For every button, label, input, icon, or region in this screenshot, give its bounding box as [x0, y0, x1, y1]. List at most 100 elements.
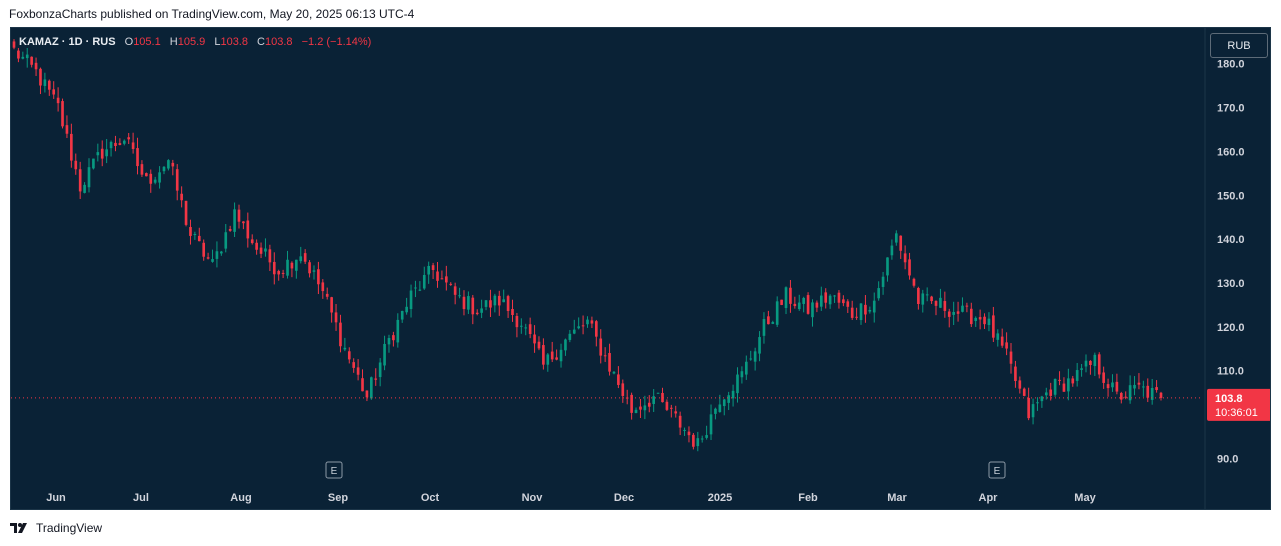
price-tick-label: 110.0 [1217, 366, 1244, 378]
candle-body [1124, 396, 1128, 398]
candle-body [533, 334, 536, 344]
time-axis-label: Oct [421, 492, 440, 504]
published-line: FoxbonzaCharts published on TradingView.… [9, 7, 415, 21]
candle-body [303, 253, 307, 262]
candle-body [987, 318, 991, 326]
candle-body [92, 158, 95, 169]
candle-body [471, 297, 475, 315]
candle-body [334, 312, 338, 323]
change-value: −1.2 (−1.14%) [301, 36, 372, 48]
candle-body [39, 68, 42, 86]
candle-body [608, 353, 611, 372]
time-axis-label: Sep [328, 492, 348, 504]
candle-body [753, 351, 757, 362]
candle-body [105, 149, 108, 157]
candle-body [824, 292, 828, 303]
candle-body [206, 257, 210, 259]
candle-body [956, 311, 960, 314]
price-tick-label: 120.0 [1217, 322, 1245, 334]
candle-body [621, 383, 625, 396]
candle-body [127, 137, 131, 140]
candle-body [789, 287, 792, 304]
footer: TradingView [10, 520, 102, 536]
candle-body [665, 401, 669, 410]
candle-body [431, 265, 435, 270]
candle-body [167, 160, 170, 169]
open-value: 105.1 [133, 36, 161, 48]
candle-body [1119, 393, 1123, 400]
candle-body [96, 152, 100, 156]
chart-pane[interactable]: 180.0 170.0 160.0 150.0 140.0 130.0 120.0 110.0… [10, 27, 1271, 510]
candle-body [1150, 387, 1154, 400]
currency-button[interactable]: RUB [1210, 33, 1268, 58]
candle-body [462, 296, 466, 310]
candle-body [1089, 360, 1092, 365]
candle-body [290, 262, 294, 269]
candle-body [877, 288, 880, 299]
candle-body [581, 325, 585, 327]
open-label: O [124, 36, 134, 48]
candle-body [480, 308, 483, 313]
candle-body [1146, 385, 1150, 398]
candle-body [542, 345, 545, 365]
candle-body [797, 302, 801, 310]
candle-body [872, 300, 876, 313]
candle-body [1000, 336, 1004, 346]
candle-body [520, 325, 523, 327]
candle-body [396, 319, 400, 343]
candle-body [493, 295, 497, 306]
earnings-marker[interactable] [325, 461, 343, 479]
candle-body [634, 409, 638, 414]
candle-body [996, 333, 1000, 340]
candle-body [1084, 360, 1088, 367]
candle-body [153, 179, 157, 183]
time-axis-label: Jul [133, 492, 149, 504]
candle-body [467, 296, 470, 310]
candle-body [277, 271, 281, 275]
candle-body [555, 357, 558, 360]
candle-body [912, 278, 916, 286]
candle-body [1155, 387, 1158, 391]
candle-body [440, 278, 444, 280]
candle-body [630, 394, 633, 413]
candle-body [378, 362, 382, 378]
candle-body [356, 367, 360, 375]
symbol-name[interactable]: KAMAZ · 1D · RUS [19, 36, 116, 48]
candle-body [868, 310, 872, 312]
candle-body [211, 259, 214, 262]
candle-body [1018, 380, 1022, 389]
candle-body [242, 221, 245, 224]
low-value: 103.8 [220, 36, 248, 48]
candle-body [943, 301, 947, 311]
candle-body [656, 392, 660, 394]
candle-body [1058, 379, 1061, 381]
price-tick-label: 90.0 [1217, 453, 1238, 465]
candle-body [1036, 402, 1039, 404]
candle-body [330, 297, 333, 313]
candle-body [992, 315, 995, 338]
candle-body [669, 407, 673, 409]
candle-body [1080, 368, 1083, 370]
candle-body [1005, 342, 1008, 349]
candle-body [281, 272, 285, 274]
candle-body [109, 141, 113, 149]
candle-body [969, 308, 973, 325]
last-price-badge[interactable] [1207, 388, 1271, 421]
candle-body [387, 338, 391, 345]
candle-body [114, 142, 117, 146]
candle-body [1027, 397, 1030, 419]
candle-body [784, 287, 788, 309]
candle-body [484, 300, 488, 307]
candle-body [828, 295, 832, 305]
candle-body [197, 235, 201, 242]
candle-body [727, 395, 730, 403]
candle-body [903, 253, 907, 263]
close-value: 103.8 [265, 36, 293, 48]
candle-body [855, 316, 858, 318]
candle-body [25, 54, 29, 59]
candle-body [546, 354, 550, 365]
earnings-marker[interactable] [988, 461, 1006, 479]
candle-body [422, 274, 426, 289]
candle-body [224, 232, 228, 249]
candlestick-chart[interactable]: 180.0 170.0 160.0 150.0 140.0 130.0 120.0 110.0… [11, 28, 1271, 510]
